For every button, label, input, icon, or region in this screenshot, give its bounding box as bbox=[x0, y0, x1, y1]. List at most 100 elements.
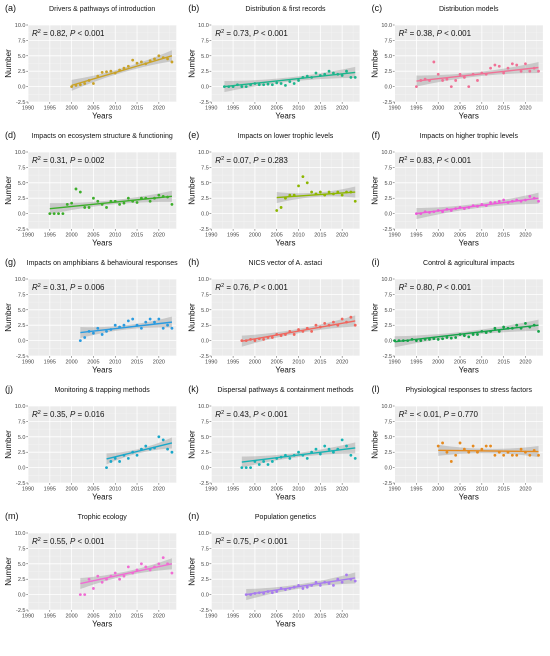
data-point bbox=[454, 336, 458, 339]
x-tick-label: 2000 bbox=[249, 360, 261, 366]
y-tick-label: 2.5 bbox=[384, 450, 392, 456]
data-point bbox=[458, 441, 462, 445]
data-point bbox=[515, 63, 519, 67]
data-point bbox=[423, 77, 427, 81]
data-point bbox=[340, 438, 344, 442]
data-point bbox=[161, 326, 165, 330]
y-tick-label: 0.0 bbox=[201, 212, 209, 218]
panel-title: Impacts on ecosystem structure & functio… bbox=[32, 133, 173, 140]
data-point bbox=[78, 83, 82, 87]
stat-annotation: R2 = 0.31, P = 0.006 bbox=[32, 283, 105, 292]
trend-line bbox=[241, 320, 356, 342]
data-point bbox=[314, 447, 318, 451]
data-point bbox=[157, 317, 161, 321]
panel-tag: (f) bbox=[372, 130, 381, 140]
data-point bbox=[462, 207, 466, 211]
data-point bbox=[297, 79, 300, 82]
x-tick-label: 1990 bbox=[22, 106, 34, 112]
data-point bbox=[135, 201, 139, 204]
y-tick-label: 5.0 bbox=[384, 181, 392, 187]
y-tick-label: -2.5 bbox=[383, 354, 392, 360]
y-tick-label: 10.0 bbox=[15, 23, 26, 29]
y-axis-label: Number bbox=[4, 303, 13, 332]
data-point bbox=[314, 580, 318, 584]
x-tick-label: 1990 bbox=[205, 614, 217, 620]
data-point bbox=[126, 64, 130, 68]
x-tick-label: 2000 bbox=[432, 106, 444, 112]
x-tick-label: 1995 bbox=[410, 233, 422, 239]
data-point bbox=[249, 466, 252, 469]
data-point bbox=[537, 453, 540, 457]
panel-b: 1990 1995 2000 2005 2010 2015 2020 -2.5 0.0 2.5 5.… bbox=[187, 3, 360, 121]
y-tick-label: 0.0 bbox=[384, 466, 392, 472]
data-point bbox=[262, 83, 266, 87]
data-point bbox=[244, 85, 248, 88]
data-point bbox=[471, 204, 475, 207]
x-tick-label: 1990 bbox=[205, 487, 217, 493]
y-tick-label: 7.5 bbox=[201, 546, 209, 552]
data-point bbox=[105, 329, 108, 333]
panel-title: Impacts on lower trophic levels bbox=[238, 133, 334, 140]
x-tick-label: 1990 bbox=[388, 487, 400, 493]
data-point bbox=[441, 210, 444, 214]
x-tick-label: 1990 bbox=[388, 233, 400, 239]
x-tick-label: 1995 bbox=[410, 360, 422, 366]
panel-tag: (n) bbox=[188, 511, 199, 521]
y-axis-label: Number bbox=[4, 49, 13, 78]
data-point bbox=[131, 317, 135, 321]
data-point bbox=[489, 329, 492, 333]
data-point bbox=[476, 204, 479, 208]
stat-annotation: R2 = 0.43, P < 0.001 bbox=[215, 410, 288, 419]
data-point bbox=[279, 455, 283, 459]
data-point bbox=[140, 447, 143, 451]
data-point bbox=[270, 591, 274, 595]
data-point bbox=[318, 583, 322, 587]
data-point bbox=[105, 577, 108, 581]
data-point bbox=[318, 325, 322, 329]
x-tick-label: 2020 bbox=[519, 233, 531, 239]
y-tick-label: 5.0 bbox=[201, 562, 209, 568]
data-point bbox=[537, 329, 540, 333]
x-tick-label: 2010 bbox=[476, 487, 488, 493]
data-point bbox=[244, 466, 248, 469]
data-point bbox=[253, 460, 257, 463]
data-point bbox=[484, 444, 488, 448]
data-point bbox=[253, 591, 257, 595]
x-tick-label: 2005 bbox=[87, 360, 99, 366]
panel-title: Drivers & pathways of introduction bbox=[49, 6, 155, 13]
data-point bbox=[454, 207, 458, 211]
data-point bbox=[449, 460, 453, 463]
x-tick-label: 1990 bbox=[22, 614, 34, 620]
y-tick-label: 7.5 bbox=[201, 38, 209, 44]
data-point bbox=[489, 444, 492, 448]
y-tick-label: 7.5 bbox=[18, 546, 26, 552]
data-point bbox=[284, 333, 287, 336]
data-point bbox=[65, 202, 69, 206]
data-point bbox=[532, 323, 536, 327]
data-point bbox=[345, 190, 348, 194]
y-tick-label: 10.0 bbox=[198, 277, 209, 283]
data-point bbox=[484, 72, 488, 76]
data-point bbox=[445, 336, 449, 339]
data-point bbox=[336, 577, 340, 581]
y-tick-label: 7.5 bbox=[384, 419, 392, 425]
x-tick-label: 1990 bbox=[22, 487, 34, 493]
panel-tag: (l) bbox=[372, 384, 380, 394]
data-point bbox=[52, 212, 56, 216]
y-tick-label: 7.5 bbox=[201, 292, 209, 298]
data-point bbox=[506, 201, 510, 204]
data-point bbox=[336, 72, 340, 76]
data-point bbox=[406, 339, 410, 342]
data-point bbox=[109, 574, 113, 578]
y-tick-label: 2.5 bbox=[201, 69, 209, 75]
data-point bbox=[257, 337, 261, 341]
x-axis-label: Years bbox=[459, 239, 479, 248]
y-tick-label: 2.5 bbox=[18, 69, 26, 75]
data-point bbox=[502, 453, 506, 457]
data-point bbox=[126, 319, 130, 323]
data-point bbox=[301, 453, 305, 457]
data-point bbox=[519, 69, 523, 73]
x-tick-label: 2010 bbox=[292, 614, 304, 620]
x-tick-label: 1995 bbox=[44, 233, 56, 239]
data-point bbox=[497, 64, 501, 68]
